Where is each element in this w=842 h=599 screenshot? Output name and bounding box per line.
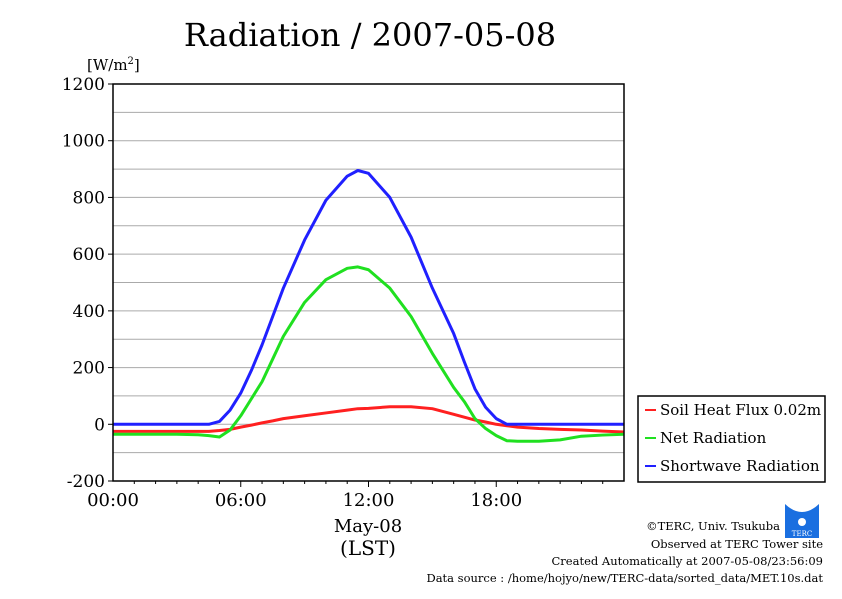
y-axis-label: [W/m2] [87, 56, 140, 74]
y-tick-label: 1000 [62, 132, 105, 152]
x-tick-label: 12:00 [343, 490, 395, 511]
legend-label: Net Radiation [660, 429, 767, 447]
y-tick-label: 200 [73, 359, 105, 379]
y-tick-label: -200 [67, 472, 105, 492]
copyright-text: ©TERC, Univ. Tsukuba [646, 519, 780, 533]
y-tick-label: 1200 [62, 75, 105, 95]
chart-title: Radiation / 2007-05-08 [184, 16, 556, 54]
series-line-shortwave-radiation [113, 168, 624, 426]
observed-text: Observed at TERC Tower site [650, 537, 823, 551]
series-line-soil-heat-flux-0-02m [113, 405, 625, 434]
legend-label: Shortwave Radiation [660, 457, 820, 475]
legend: Soil Heat Flux 0.02m Net Radiation Shortwa… [637, 395, 826, 483]
x-axis-label: (LST) [340, 536, 396, 560]
data-source-text: Data source : /home/hojyo/new/TERC-data/… [426, 571, 823, 585]
series-line-net-radiation [113, 265, 625, 443]
x-tick-label: 18:00 [470, 490, 522, 511]
created-text: Created Automatically at 2007-05-08/23:5… [551, 554, 824, 568]
x-tick-label: 00:00 [87, 490, 139, 511]
x-date-label: May-08 [334, 516, 402, 537]
legend-label: Soil Heat Flux 0.02m [660, 401, 821, 419]
x-tick-label: 06:00 [215, 490, 267, 511]
y-tick-label: 800 [73, 188, 105, 208]
svg-text:TERC: TERC [792, 530, 812, 538]
y-tick-label: 600 [73, 245, 105, 265]
y-tick-label: 400 [73, 302, 105, 322]
terc-logo: TERC [785, 504, 819, 538]
y-tick-label: 0 [94, 415, 105, 435]
